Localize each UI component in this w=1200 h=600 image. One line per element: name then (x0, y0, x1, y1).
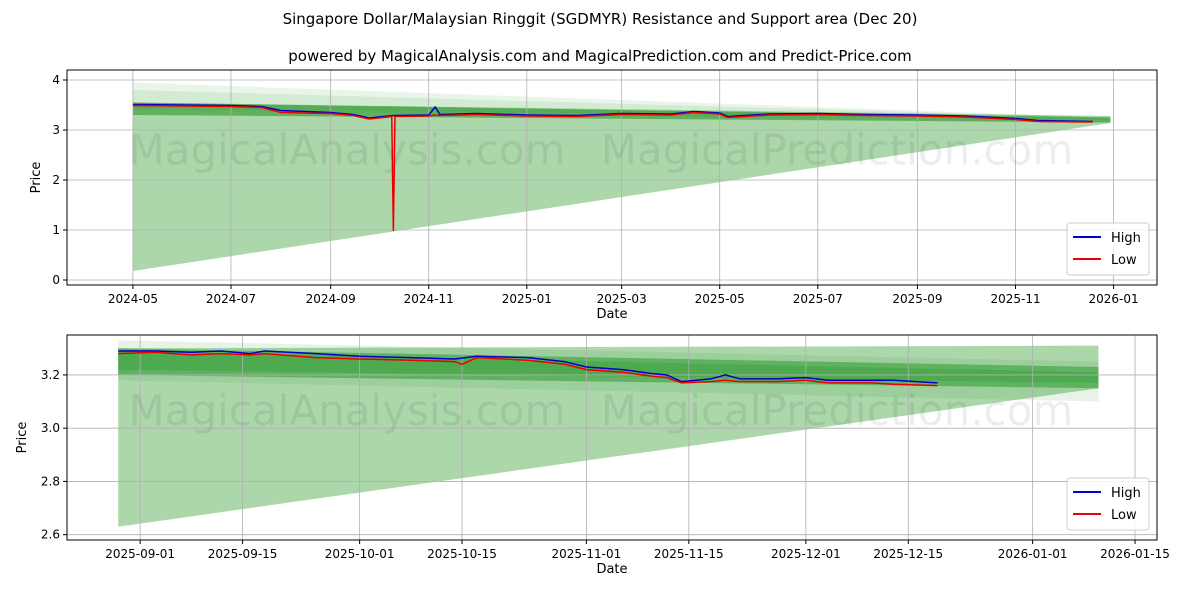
x-tick-label: 2025-11-15 (654, 547, 724, 561)
watermark: MagicalAnalysis.com (129, 386, 566, 435)
x-tick-label: 2025-09 (892, 292, 942, 306)
x-tick-label: 2025-11-01 (552, 547, 622, 561)
plot-2: 2025-09-01 2025-09-15 2025-10-01 2025-10-15… (15, 334, 1170, 577)
x-tick-label: 2025-10-15 (427, 547, 497, 561)
x-tick-label: 2025-09-01 (105, 547, 175, 561)
x-tick-label: 2025-10-01 (325, 547, 395, 561)
y-tick-label: 2.8 (41, 474, 60, 488)
x-tick-label: 2025-03 (597, 292, 647, 306)
plot-1: 2024-05 2024-07 2024-09 2024-11 2025-01 2025-… (29, 69, 1158, 322)
chart-subtitle: powered by MagicalAnalysis.com and Magic… (288, 47, 912, 65)
x-axis-label: Date (596, 562, 627, 577)
legend: High Low (1066, 222, 1150, 276)
axes-frame (66, 334, 1158, 541)
x-axis-label: Date (596, 307, 627, 322)
y-tick-label: 4 (52, 73, 60, 87)
y-axis-label: Price (15, 422, 30, 454)
y-tick-label: 3.2 (41, 368, 60, 382)
x-tick-label: 2025-11 (990, 292, 1040, 306)
x-tick-label: 2026-01-15 (1100, 547, 1170, 561)
x-tick-label: 2026-01 (1089, 292, 1139, 306)
watermark: MagicalPrediction.com (601, 386, 1074, 435)
legend: High Low (1066, 477, 1150, 531)
x-tick-label: 2025-12-01 (771, 547, 841, 561)
x-tick-label: 2026-01-01 (998, 547, 1068, 561)
legend-label-low: Low (1111, 253, 1137, 268)
legend-label-low: Low (1111, 508, 1137, 523)
x-tick-label: 2024-09 (306, 292, 356, 306)
series-line-high (132, 103, 1093, 123)
x-tick-label: 2024-07 (206, 292, 256, 306)
x-tick-label: 2025-05 (695, 292, 745, 306)
chart-title: Singapore Dollar/Malaysian Ringgit (SGDM… (282, 10, 918, 28)
watermark: MagicalPrediction.com (601, 126, 1074, 175)
y-tick-label: 1 (52, 223, 60, 237)
legend-label-high: High (1111, 231, 1141, 246)
x-tick-label: 2025-07 (793, 292, 843, 306)
y-axis-label: Price (29, 162, 44, 194)
x-tick-label: 2025-12-15 (873, 547, 943, 561)
y-tick-label: 2 (52, 173, 60, 187)
x-tick-label: 2025-09-15 (208, 547, 278, 561)
axes-frame (66, 69, 1158, 286)
series-line-low (132, 104, 1093, 232)
x-tick-label: 2025-01 (502, 292, 552, 306)
y-tick-label: 3 (52, 123, 60, 137)
x-tick-label: 2024-05 (108, 292, 158, 306)
y-tick-label: 0 (52, 273, 60, 287)
watermark: MagicalAnalysis.com (129, 126, 566, 175)
series-line-high (118, 350, 938, 384)
y-tick-label: 2.6 (41, 528, 60, 542)
series-line-low (118, 351, 938, 387)
legend-label-high: High (1111, 486, 1141, 501)
x-tick-label: 2024-11 (404, 292, 454, 306)
y-tick-label: 3.0 (41, 421, 60, 435)
